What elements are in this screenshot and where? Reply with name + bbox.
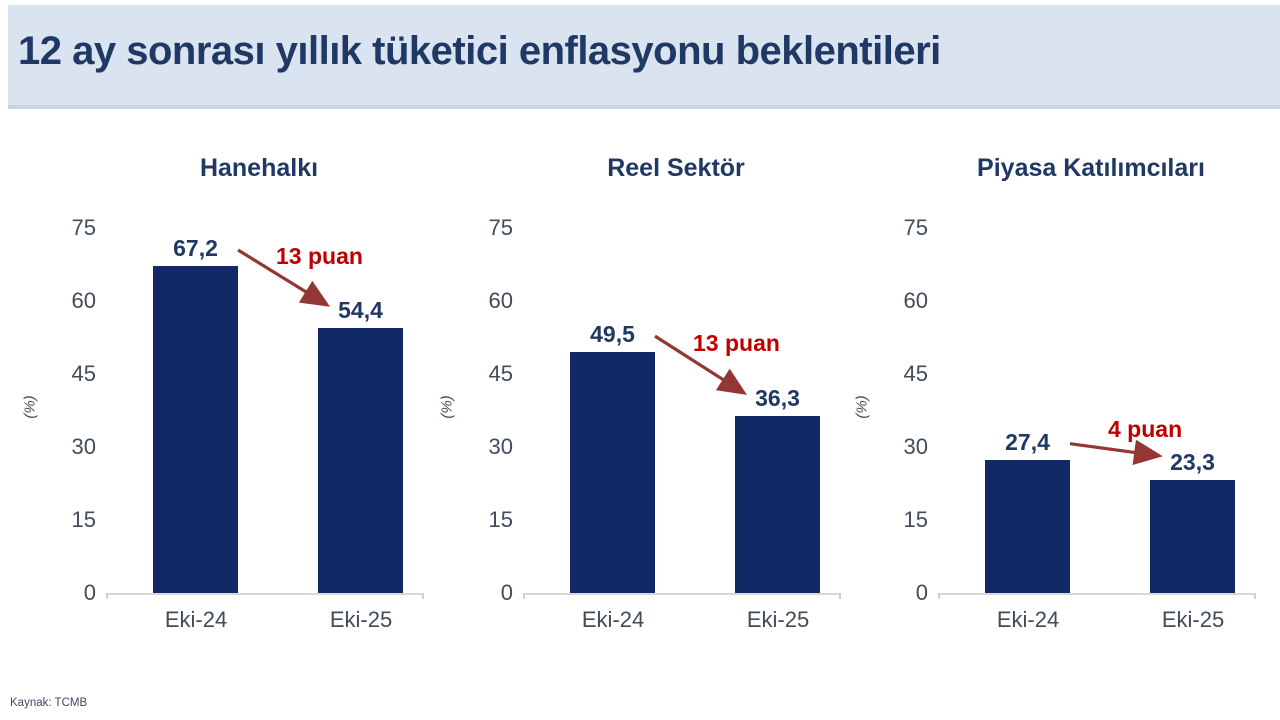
bar-eki-24 bbox=[153, 265, 238, 593]
y-tick-label: 15 bbox=[488, 507, 513, 532]
y-tick-label: 60 bbox=[488, 288, 513, 313]
axis-tick-mark bbox=[106, 593, 108, 599]
y-tick-label: 45 bbox=[71, 361, 96, 386]
x-category-label: Eki-24 bbox=[996, 607, 1060, 632]
axis-tick-mark bbox=[839, 593, 841, 599]
x-axis-line bbox=[106, 593, 424, 595]
y-tick-label: 45 bbox=[903, 361, 928, 386]
y-tick-label: 0 bbox=[500, 580, 513, 605]
y-tick-label: 15 bbox=[71, 507, 96, 532]
decrease-annotation: 13 puan bbox=[693, 330, 780, 357]
axis-tick-mark bbox=[523, 593, 525, 599]
chart-title: Hanehalkı bbox=[199, 154, 319, 182]
y-tick-label: 60 bbox=[71, 288, 96, 313]
chart-panel-reel-sektor: Reel Sektör 75 60 45 30 15 0 (%) 49,5 36… bbox=[417, 140, 847, 680]
bar-eki-24 bbox=[570, 352, 655, 593]
bar-eki-25 bbox=[1150, 479, 1235, 593]
y-tick-label: 30 bbox=[71, 434, 96, 459]
axis-tick-mark bbox=[938, 593, 940, 599]
y-tick-label: 75 bbox=[488, 215, 513, 240]
page-title: 12 ay sonrası yıllık tüketici enflasyonu… bbox=[18, 29, 941, 73]
axis-tick-mark bbox=[422, 593, 424, 599]
x-category-label: Eki-24 bbox=[164, 607, 228, 632]
x-axis-line bbox=[938, 593, 1256, 595]
source-note: Kaynak: TCMB bbox=[10, 697, 88, 709]
chart-panel-hanehalki: Hanehalkı 75 60 45 30 15 0 (%) 67,2 54,4… bbox=[0, 140, 430, 680]
y-tick-label: 0 bbox=[915, 580, 928, 605]
axis-tick-mark bbox=[1254, 593, 1256, 599]
y-tick-label: 0 bbox=[83, 580, 96, 605]
y-axis-unit-label: (%) bbox=[21, 395, 39, 419]
bar-value-label: 36,3 bbox=[755, 385, 800, 412]
x-axis-line bbox=[523, 593, 841, 595]
x-category-label: Eki-25 bbox=[329, 607, 393, 632]
y-tick-label: 75 bbox=[71, 215, 96, 240]
bar-value-label: 49,5 bbox=[590, 321, 635, 348]
x-category-label: Eki-25 bbox=[1161, 607, 1225, 632]
bar-value-label: 23,3 bbox=[1170, 448, 1215, 475]
bar-value-label: 54,4 bbox=[338, 297, 383, 324]
y-tick-label: 30 bbox=[488, 434, 513, 459]
y-tick-label: 30 bbox=[903, 434, 928, 459]
x-category-label: Eki-24 bbox=[581, 607, 645, 632]
decrease-annotation: 4 puan bbox=[1108, 415, 1183, 442]
y-tick-label: 15 bbox=[903, 507, 928, 532]
y-tick-label: 60 bbox=[903, 288, 928, 313]
chart-title: Reel Sektör bbox=[607, 154, 745, 182]
y-axis-unit-label: (%) bbox=[853, 395, 871, 419]
y-axis-unit-label: (%) bbox=[438, 395, 456, 419]
bar-value-label: 67,2 bbox=[173, 234, 218, 261]
y-tick-label: 75 bbox=[903, 215, 928, 240]
bar-eki-25 bbox=[735, 416, 820, 593]
chart-panel-piyasa-katilimcilari: Piyasa Katılımcıları 75 60 45 30 15 0 (%… bbox=[832, 140, 1262, 680]
y-tick-label: 45 bbox=[488, 361, 513, 386]
decrease-annotation: 13 puan bbox=[276, 243, 363, 270]
header-band: 12 ay sonrası yıllık tüketici enflasyonu… bbox=[8, 5, 1280, 109]
chart-title: Piyasa Katılımcıları bbox=[977, 154, 1205, 182]
bar-eki-25 bbox=[318, 328, 403, 593]
x-category-label: Eki-25 bbox=[746, 607, 810, 632]
bar-value-label: 27,4 bbox=[1005, 428, 1050, 455]
bar-eki-24 bbox=[985, 459, 1070, 593]
